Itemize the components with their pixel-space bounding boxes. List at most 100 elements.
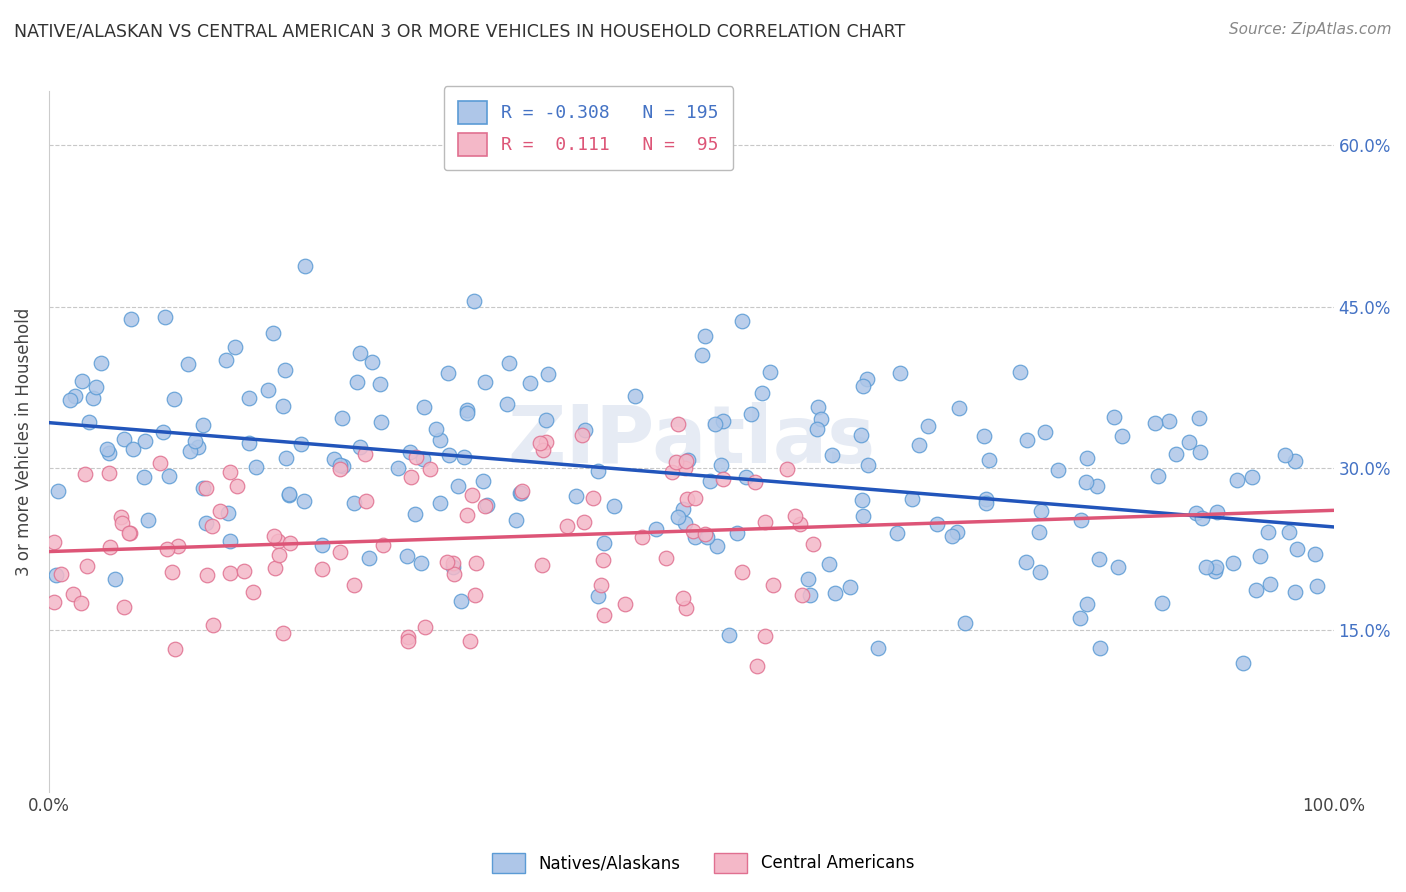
- Point: [98, 540, 121, 554]
- Point: [111, 516, 134, 530]
- Point: [44, 595, 66, 609]
- Point: [1206, 505, 1229, 519]
- Point: [1286, 542, 1309, 557]
- Point: [1191, 511, 1213, 525]
- Point: [856, 458, 879, 473]
- Point: [908, 438, 931, 452]
- Point: [574, 424, 596, 438]
- Point: [683, 531, 706, 545]
- Point: [1284, 454, 1306, 468]
- Point: [464, 588, 486, 602]
- Point: [948, 401, 970, 415]
- Point: [263, 529, 285, 543]
- Point: [419, 462, 441, 476]
- Point: [1157, 414, 1180, 428]
- Point: [436, 555, 458, 569]
- Point: [463, 294, 485, 309]
- Point: [537, 368, 560, 382]
- Point: [110, 510, 132, 524]
- Point: [852, 509, 875, 524]
- Point: [437, 367, 460, 381]
- Point: [271, 625, 294, 640]
- Point: [672, 591, 695, 605]
- Point: [361, 355, 384, 369]
- Point: [851, 493, 873, 508]
- Point: [1150, 596, 1173, 610]
- Point: [624, 389, 647, 403]
- Point: [672, 501, 695, 516]
- Point: [866, 640, 889, 655]
- Point: [699, 474, 721, 488]
- Point: [704, 417, 727, 432]
- Point: [789, 516, 811, 531]
- Point: [725, 526, 748, 541]
- Point: [195, 567, 218, 582]
- Point: [184, 434, 207, 448]
- Point: [292, 493, 315, 508]
- Point: [238, 391, 260, 405]
- Point: [745, 659, 768, 673]
- Point: [1249, 549, 1271, 564]
- Point: [257, 383, 280, 397]
- Point: [439, 448, 461, 462]
- Point: [370, 415, 392, 429]
- Point: [413, 620, 436, 634]
- Point: [1257, 524, 1279, 539]
- Point: [675, 601, 697, 615]
- Point: [112, 599, 135, 614]
- Point: [1222, 556, 1244, 570]
- Point: [1088, 552, 1111, 566]
- Point: [676, 491, 699, 506]
- Point: [555, 519, 578, 533]
- Point: [224, 340, 246, 354]
- Point: [1017, 433, 1039, 447]
- Point: [1274, 448, 1296, 462]
- Point: [709, 458, 731, 473]
- Point: [1102, 409, 1125, 424]
- Point: [70, 597, 93, 611]
- Point: [405, 450, 427, 465]
- Point: [45, 568, 67, 582]
- Point: [886, 526, 908, 541]
- Point: [675, 454, 697, 468]
- Point: [157, 468, 180, 483]
- Point: [631, 530, 654, 544]
- Point: [429, 434, 451, 448]
- Point: [343, 578, 366, 592]
- Point: [759, 365, 782, 379]
- Point: [219, 465, 242, 479]
- Point: [329, 458, 352, 473]
- Point: [323, 452, 346, 467]
- Point: [242, 585, 264, 599]
- Point: [404, 508, 426, 522]
- Point: [425, 422, 447, 436]
- Point: [673, 461, 696, 475]
- Point: [1244, 582, 1267, 597]
- Point: [276, 450, 298, 465]
- Point: [194, 516, 217, 530]
- Point: [946, 525, 969, 540]
- Point: [136, 513, 159, 527]
- Point: [441, 556, 464, 570]
- Point: [1046, 463, 1069, 477]
- Point: [531, 558, 554, 572]
- Point: [586, 465, 609, 479]
- Point: [673, 516, 696, 530]
- Point: [1146, 468, 1168, 483]
- Point: [1189, 445, 1212, 459]
- Point: [510, 486, 533, 500]
- Point: [332, 459, 354, 474]
- Point: [396, 633, 419, 648]
- Point: [76, 559, 98, 574]
- Point: [450, 593, 472, 607]
- Point: [153, 310, 176, 324]
- Point: [1085, 478, 1108, 492]
- Point: [49, 566, 72, 581]
- Point: [413, 400, 436, 414]
- Point: [682, 524, 704, 539]
- Point: [496, 397, 519, 411]
- Point: [46, 484, 69, 499]
- Point: [1204, 564, 1226, 578]
- Point: [1184, 506, 1206, 520]
- Point: [603, 499, 626, 513]
